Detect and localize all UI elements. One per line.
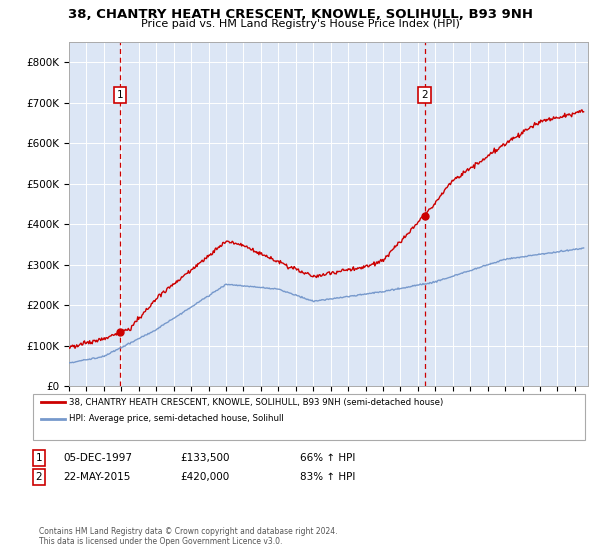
Text: 2: 2 bbox=[35, 472, 43, 482]
Text: 05-DEC-1997: 05-DEC-1997 bbox=[63, 453, 132, 463]
Text: HPI: Average price, semi-detached house, Solihull: HPI: Average price, semi-detached house,… bbox=[69, 414, 284, 423]
Text: 38, CHANTRY HEATH CRESCENT, KNOWLE, SOLIHULL, B93 9NH (semi-detached house): 38, CHANTRY HEATH CRESCENT, KNOWLE, SOLI… bbox=[69, 398, 443, 407]
Text: Price paid vs. HM Land Registry's House Price Index (HPI): Price paid vs. HM Land Registry's House … bbox=[140, 19, 460, 29]
Text: 22-MAY-2015: 22-MAY-2015 bbox=[63, 472, 130, 482]
Text: Contains HM Land Registry data © Crown copyright and database right 2024.
This d: Contains HM Land Registry data © Crown c… bbox=[39, 526, 337, 546]
Text: 83% ↑ HPI: 83% ↑ HPI bbox=[300, 472, 355, 482]
Text: 38, CHANTRY HEATH CRESCENT, KNOWLE, SOLIHULL, B93 9NH: 38, CHANTRY HEATH CRESCENT, KNOWLE, SOLI… bbox=[67, 8, 533, 21]
Text: 2: 2 bbox=[421, 90, 428, 100]
Text: 66% ↑ HPI: 66% ↑ HPI bbox=[300, 453, 355, 463]
Text: £420,000: £420,000 bbox=[180, 472, 229, 482]
Text: 1: 1 bbox=[35, 453, 43, 463]
Text: £133,500: £133,500 bbox=[180, 453, 229, 463]
Text: 1: 1 bbox=[116, 90, 123, 100]
